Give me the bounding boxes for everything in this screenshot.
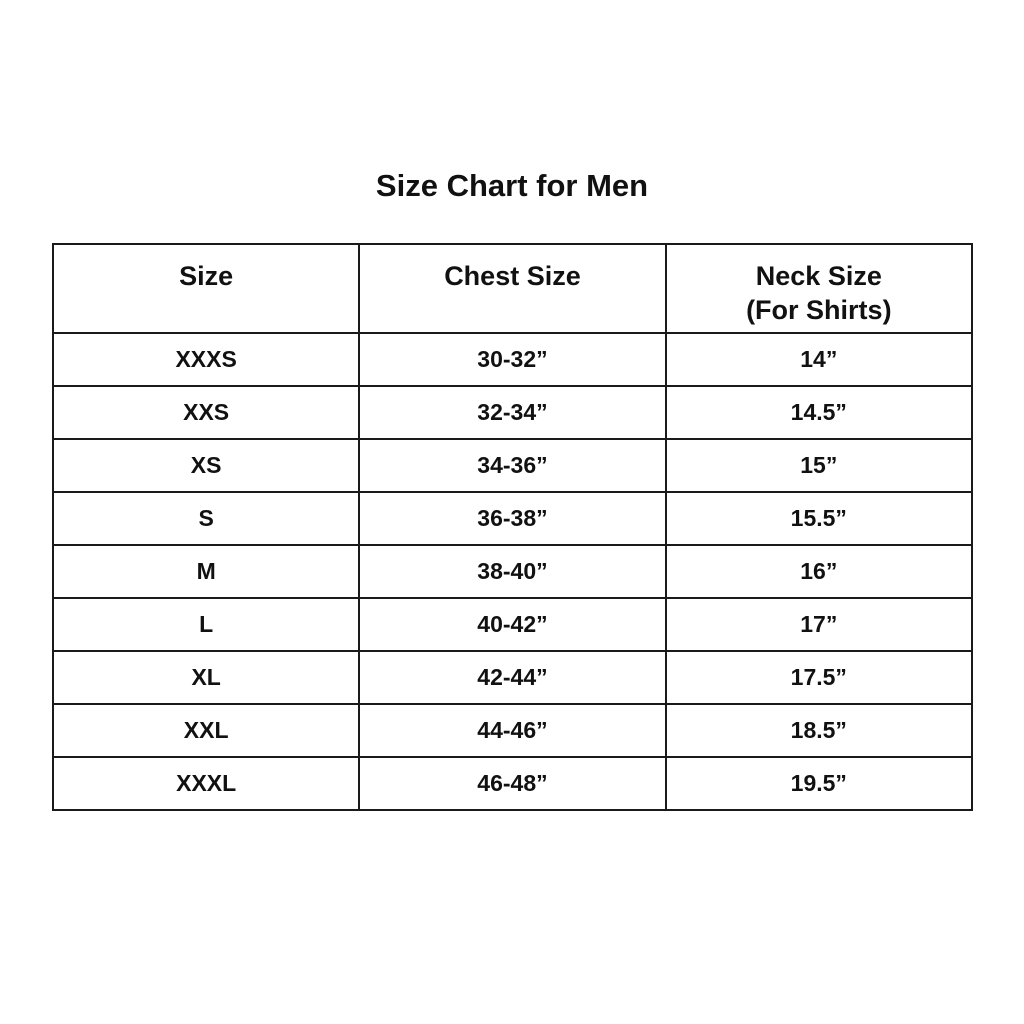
- cell-chest-size: 44-46”: [358, 703, 667, 758]
- table-row: XXXS 30-32” 14”: [51, 332, 974, 387]
- cell-size: XXXS: [51, 332, 361, 387]
- cell-neck-size: 17”: [664, 597, 974, 652]
- cell-neck-size: 17.5”: [664, 650, 974, 705]
- cell-chest-size: 46-48”: [358, 756, 667, 811]
- table-row: XXXL 46-48” 19.5”: [51, 756, 974, 811]
- cell-size: XXXL: [51, 756, 361, 811]
- table-row: XL 42-44” 17.5”: [51, 650, 974, 705]
- header-neck-sublabel: (For Shirts): [746, 295, 892, 325]
- cell-chest-size: 42-44”: [358, 650, 667, 705]
- cell-chest-size: 34-36”: [358, 438, 667, 493]
- table-row: XS 34-36” 15”: [51, 438, 974, 493]
- cell-neck-size: 18.5”: [664, 703, 974, 758]
- cell-size: L: [51, 597, 361, 652]
- size-chart-table: Size Chest Size Neck Size (For Shirts) XX…: [51, 243, 974, 811]
- header-size: Size: [51, 243, 361, 334]
- cell-chest-size: 32-34”: [358, 385, 667, 440]
- page-title: Size Chart for Men: [375, 168, 649, 203]
- header-chest-size: Chest Size: [358, 243, 667, 334]
- cell-size: M: [51, 544, 361, 599]
- cell-neck-size: 15”: [664, 438, 974, 493]
- cell-size: XS: [51, 438, 361, 493]
- cell-chest-size: 38-40”: [358, 544, 667, 599]
- cell-chest-size: 30-32”: [358, 332, 667, 387]
- cell-chest-size: 36-38”: [358, 491, 667, 546]
- cell-neck-size: 14”: [664, 332, 974, 387]
- table-row: L 40-42” 17”: [51, 597, 974, 652]
- header-neck-label: Neck Size: [755, 261, 882, 291]
- table-row: M 38-40” 16”: [51, 544, 974, 599]
- cell-size: XXL: [51, 703, 361, 758]
- cell-size: XL: [51, 650, 361, 705]
- header-neck-size: Neck Size (For Shirts): [664, 243, 974, 334]
- cell-neck-size: 14.5”: [664, 385, 974, 440]
- table-row: XXL 44-46” 18.5”: [51, 703, 974, 758]
- table-row: XXS 32-34” 14.5”: [51, 385, 974, 440]
- cell-neck-size: 16”: [664, 544, 974, 599]
- cell-neck-size: 15.5”: [664, 491, 974, 546]
- cell-size: XXS: [51, 385, 361, 440]
- cell-size: S: [51, 491, 361, 546]
- cell-neck-size: 19.5”: [664, 756, 974, 811]
- cell-chest-size: 40-42”: [358, 597, 667, 652]
- table-row: S 36-38” 15.5”: [51, 491, 974, 546]
- header-row: Size Chest Size Neck Size (For Shirts): [51, 243, 974, 334]
